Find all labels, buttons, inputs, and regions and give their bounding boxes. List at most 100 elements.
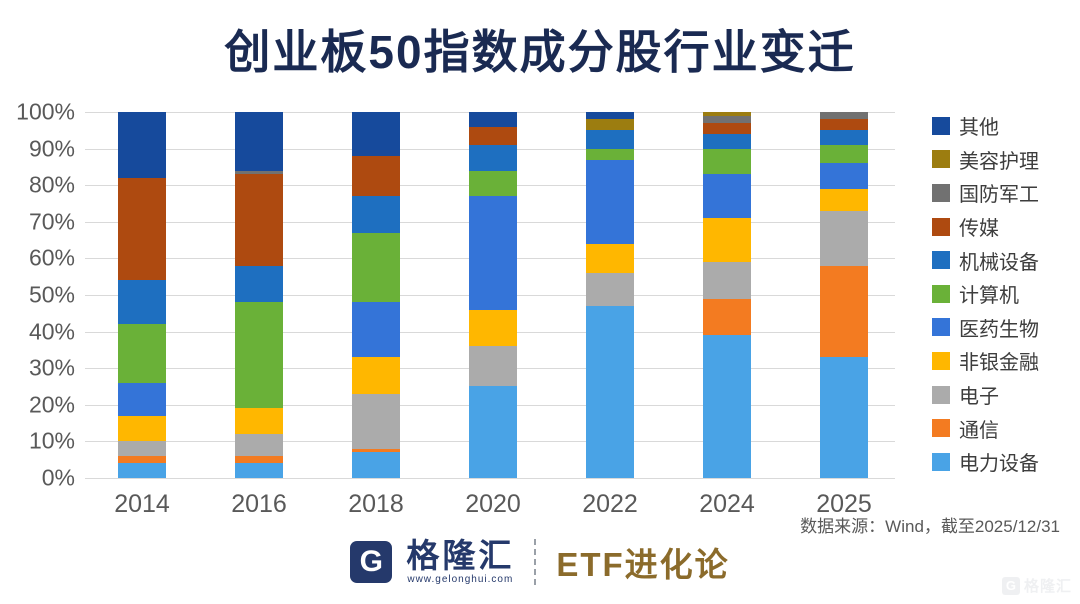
legend-swatch-icon <box>932 318 950 337</box>
program-name: ETF进化论 <box>556 546 730 583</box>
x-axis-label: 2020 <box>465 490 521 518</box>
y-axis-label: 60% <box>28 244 75 271</box>
legend-label: 国防军工 <box>959 184 1039 207</box>
footer-divider <box>534 539 537 585</box>
bar-segment-机械设备 <box>352 196 400 233</box>
bar-segment-机械设备 <box>469 144 517 171</box>
y-axis-label: 10% <box>28 427 75 454</box>
x-axis-label: 2016 <box>231 490 287 518</box>
bar-segment-机械设备 <box>820 130 868 145</box>
y-axis-label: 70% <box>28 208 75 235</box>
brand-url: www.gelonghui.com <box>407 574 514 585</box>
bar-segment-计算机 <box>235 302 283 409</box>
legend-label: 传媒 <box>959 218 999 241</box>
legend-swatch-icon <box>932 351 950 370</box>
y-axis-label: 30% <box>28 354 75 381</box>
bar-2025 <box>820 112 868 478</box>
bar-2024 <box>703 112 751 478</box>
bar-segment-其他 <box>352 112 400 156</box>
bar-segment-其他 <box>586 112 634 120</box>
bar-segment-机械设备 <box>703 133 751 149</box>
legend-label: 美容护理 <box>959 150 1039 173</box>
bar-segment-电子 <box>703 261 751 299</box>
bar-segment-机械设备 <box>586 130 634 149</box>
bar-segment-传媒 <box>118 177 166 281</box>
legend-item: 机械设备 <box>932 243 1039 277</box>
legend-item: 电力设备 <box>932 445 1039 479</box>
legend-label: 通信 <box>959 419 999 442</box>
bar-segment-国防军工 <box>703 115 751 123</box>
legend-swatch-icon <box>932 385 950 404</box>
legend-item: 美容护理 <box>932 143 1039 177</box>
bar-segment-非银金融 <box>235 408 283 435</box>
legend-swatch-icon <box>932 116 950 135</box>
bar-segment-通信 <box>352 448 400 453</box>
bar-segment-通信 <box>118 455 166 464</box>
legend-swatch-icon <box>932 150 950 169</box>
bar-segment-美容护理 <box>703 112 751 116</box>
bar-segment-传媒 <box>352 155 400 197</box>
footer-branding: G 格隆汇 www.gelonghui.com ETF进化论 <box>0 538 1080 586</box>
legend-item: 非银金融 <box>932 344 1039 378</box>
legend-item: 医药生物 <box>932 311 1039 345</box>
bar-segment-计算机 <box>118 324 166 383</box>
bar-segment-非银金融 <box>586 243 634 273</box>
bar-segment-计算机 <box>820 144 868 164</box>
bar-segment-国防军工 <box>235 170 283 175</box>
bar-segment-美容护理 <box>586 119 634 131</box>
bar-segment-通信 <box>820 265 868 358</box>
bar-2014 <box>118 112 166 478</box>
bar-segment-其他 <box>118 112 166 178</box>
bar-segment-非银金融 <box>352 357 400 394</box>
bar-segment-计算机 <box>703 148 751 175</box>
bar-segment-电子 <box>352 393 400 449</box>
legend-label: 其他 <box>959 117 999 140</box>
legend-item: 国防军工 <box>932 176 1039 210</box>
bar-segment-传媒 <box>235 174 283 266</box>
bar-segment-医药生物 <box>703 174 751 219</box>
gridline <box>85 478 895 479</box>
bar-segment-传媒 <box>703 122 751 134</box>
y-axis-label: 80% <box>28 171 75 198</box>
legend: 其他美容护理国防军工传媒机械设备计算机医药生物非银金融电子通信电力设备 <box>932 109 1039 479</box>
legend-label: 机械设备 <box>959 251 1039 274</box>
bar-segment-其他 <box>235 112 283 171</box>
y-axis-label: 100% <box>16 98 75 125</box>
bar-segment-电子 <box>118 441 166 456</box>
watermark-logo-icon: G <box>1001 576 1020 595</box>
bar-segment-机械设备 <box>118 280 166 325</box>
legend-item: 计算机 <box>932 277 1039 311</box>
bar-segment-机械设备 <box>235 265 283 303</box>
bar-segment-电力设备 <box>586 305 634 478</box>
x-axis-label: 2014 <box>114 490 170 518</box>
y-axis-label: 90% <box>28 135 75 162</box>
x-axis-label: 2022 <box>582 490 638 518</box>
legend-item: 电子 <box>932 378 1039 412</box>
bar-segment-通信 <box>235 455 283 464</box>
bar-2022 <box>586 112 634 478</box>
bar-segment-医药生物 <box>469 196 517 310</box>
bar-segment-传媒 <box>820 119 868 131</box>
bar-segment-电子 <box>820 210 868 266</box>
bar-segment-非银金融 <box>703 218 751 262</box>
chart-title: 创业板50指数成分股行业变迁 <box>224 26 856 78</box>
legend-label: 医药生物 <box>959 318 1039 341</box>
bar-2020 <box>469 112 517 478</box>
watermark-text: 格隆汇 <box>1023 578 1072 595</box>
legend-swatch-icon <box>932 217 950 236</box>
bar-segment-非银金融 <box>469 309 517 347</box>
legend-label: 电力设备 <box>959 453 1039 476</box>
legend-item: 传媒 <box>932 210 1039 244</box>
bar-segment-国防军工 <box>820 112 868 120</box>
bar-segment-电力设备 <box>820 357 868 478</box>
y-axis-label: 40% <box>28 318 75 345</box>
bar-segment-其他 <box>469 112 517 127</box>
legend-label: 电子 <box>959 386 999 409</box>
bar-segment-计算机 <box>469 170 517 197</box>
bar-segment-医药生物 <box>586 159 634 244</box>
bar-segment-计算机 <box>352 232 400 303</box>
legend-item: 通信 <box>932 411 1039 445</box>
bar-segment-电力设备 <box>235 463 283 478</box>
source-note: 数据来源：Wind，截至2025/12/31 <box>800 517 1060 536</box>
